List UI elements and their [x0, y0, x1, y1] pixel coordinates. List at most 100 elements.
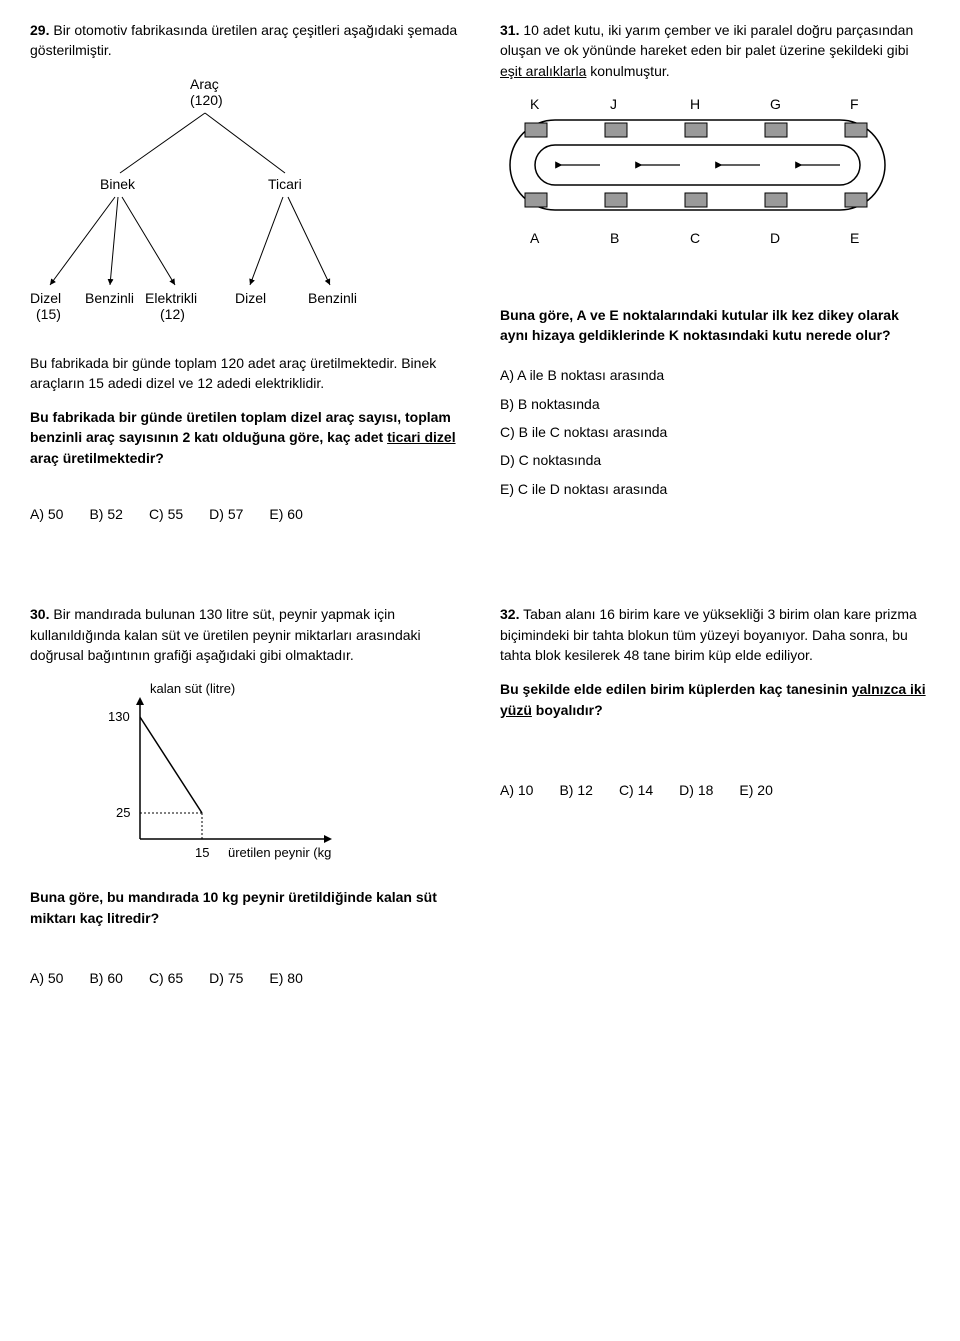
q29-intro-line: 29. Bir otomotiv fabrikasında üretilen a…: [30, 20, 460, 61]
tree-line: [120, 113, 205, 173]
q30-choices: A) 50 B) 60 C) 65 D) 75 E) 80: [30, 968, 460, 988]
q30-ylabel: kalan süt (litre): [150, 681, 235, 696]
left-column-lower: 30. Bir mandırada bulunan 130 litre süt,…: [30, 604, 460, 1038]
tree-l3-1: Benzinli: [85, 290, 134, 306]
q32-choice-a: A) 10: [500, 780, 533, 800]
q29-choice-a: A) 50: [30, 504, 63, 524]
tree-arrow: [110, 197, 118, 285]
question-29: 29. Bir otomotiv fabrikasında üretilen a…: [30, 20, 460, 524]
palette-box: [845, 193, 867, 207]
q31-intro-pre: 10 adet kutu, iki yarım çember ve iki pa…: [500, 22, 913, 58]
palette-box: [605, 123, 627, 137]
q29-tree-svg: Araç (120) Binek Ticari: [30, 75, 400, 335]
q29-choices: A) 50 B) 52 C) 55 D) 57 E) 60: [30, 504, 460, 524]
q31-intro-u: eşit aralıklarla: [500, 63, 586, 79]
q29-body: Bu fabrikada bir günde toplam 120 adet a…: [30, 353, 460, 394]
tree-l3-4: Benzinli: [308, 290, 357, 306]
q30-number: 30.: [30, 606, 49, 622]
tree-root-label: Araç: [190, 76, 219, 92]
q30-ask: Buna göre, bu mandırada 10 kg peynir üre…: [30, 887, 460, 928]
q30-choice-b: B) 60: [89, 968, 122, 988]
palette-box: [525, 193, 547, 207]
q31-top-2: H: [690, 96, 700, 112]
q31-bot-3: D: [770, 230, 780, 246]
q31-diagram: K J H G F: [500, 95, 930, 255]
q29-choice-e: E) 60: [269, 504, 302, 524]
tree-arrow: [288, 197, 330, 285]
q30-chart-svg: kalan süt (litre) 130 25 15 üretilen pey…: [100, 679, 360, 869]
q30-choice-e: E) 80: [269, 968, 302, 988]
question-30: 30. Bir mandırada bulunan 130 litre süt,…: [30, 604, 460, 988]
data-line: [140, 717, 202, 813]
left-column: 29. Bir otomotiv fabrikasında üretilen a…: [30, 20, 460, 574]
q32-ask-post: boyalıdır?: [532, 702, 603, 718]
q29-ask-post: araç üretilmektedir?: [30, 450, 164, 466]
q32-ask-pre: Bu şekilde elde edilen birim küplerden k…: [500, 681, 852, 697]
q32-choice-d: D) 18: [679, 780, 713, 800]
q31-bot-0: A: [530, 230, 540, 246]
palette-box: [525, 123, 547, 137]
columns-container: 29. Bir otomotiv fabrikasında üretilen a…: [30, 20, 930, 574]
q32-choice-e: E) 20: [739, 780, 772, 800]
lower-columns: 30. Bir mandırada bulunan 130 litre süt,…: [30, 604, 930, 1038]
tree-l3-2v: (12): [160, 306, 185, 322]
q29-choice-c: C) 55: [149, 504, 183, 524]
q32-choice-b: B) 12: [559, 780, 592, 800]
tree-arrow: [250, 197, 283, 285]
right-column-lower: 32. Taban alanı 16 birim kare ve yüksekl…: [500, 604, 930, 1038]
q31-track-svg: K J H G F: [500, 95, 900, 255]
q31-intro-line: 31. 10 adet kutu, iki yarım çember ve ik…: [500, 20, 930, 81]
q31-bot-1: B: [610, 230, 619, 246]
q32-choice-c: C) 14: [619, 780, 653, 800]
q31-bot-4: E: [850, 230, 859, 246]
q30-yt-25: 25: [116, 805, 130, 820]
q29-tree-diagram: Araç (120) Binek Ticari: [30, 75, 460, 335]
tree-root-value: (120): [190, 92, 223, 108]
q32-intro: Taban alanı 16 birim kare ve yüksekliği …: [500, 606, 917, 663]
q29-choice-b: B) 52: [89, 504, 122, 524]
q30-choice-d: D) 75: [209, 968, 243, 988]
palette-box: [845, 123, 867, 137]
q31-choice-b: B) B noktasında: [500, 394, 930, 414]
q31-choices: A) A ile B noktası arasında B) B noktası…: [500, 365, 930, 498]
palette-box: [605, 193, 627, 207]
tree-arrow: [122, 197, 175, 285]
y-axis-arrow-icon: [136, 697, 144, 705]
question-32: 32. Taban alanı 16 birim kare ve yüksekl…: [500, 604, 930, 800]
tree-l3-2: Elektrikli: [145, 290, 197, 306]
tree-l3-0v: (15): [36, 306, 61, 322]
q31-choice-d: D) C noktasında: [500, 450, 930, 470]
q31-bot-2: C: [690, 230, 700, 246]
tree-l3-0: Dizel: [30, 290, 61, 306]
q29-ask: Bu fabrikada bir günde üretilen toplam d…: [30, 407, 460, 468]
q32-number: 32.: [500, 606, 519, 622]
q31-top-1: J: [610, 96, 617, 112]
q31-top-4: F: [850, 96, 859, 112]
q32-ask: Bu şekilde elde edilen birim küplerden k…: [500, 679, 930, 720]
x-axis-arrow-icon: [324, 835, 332, 843]
right-column: 31. 10 adet kutu, iki yarım çember ve ik…: [500, 20, 930, 574]
q29-number: 29.: [30, 22, 49, 38]
q31-top-3: G: [770, 96, 781, 112]
q29-intro: Bir otomotiv fabrikasında üretilen araç …: [30, 22, 457, 58]
q30-chart: kalan süt (litre) 130 25 15 üretilen pey…: [100, 679, 460, 869]
q30-choice-c: C) 65: [149, 968, 183, 988]
q29-ask-u: ticari dizel: [387, 429, 455, 445]
tree-l2-0: Binek: [100, 176, 136, 192]
tree-l3-3: Dizel: [235, 290, 266, 306]
tree-l2-1: Ticari: [268, 176, 302, 192]
q30-xt-15: 15: [195, 845, 209, 860]
q31-choice-a: A) A ile B noktası arasında: [500, 365, 930, 385]
q32-intro-line: 32. Taban alanı 16 birim kare ve yüksekl…: [500, 604, 930, 665]
q30-xlabel: üretilen peynir (kg: [228, 845, 331, 860]
q30-intro: Bir mandırada bulunan 130 litre süt, pey…: [30, 606, 421, 663]
q31-intro-post: konulmuştur.: [586, 63, 669, 79]
palette-box: [765, 193, 787, 207]
palette-box: [685, 193, 707, 207]
palette-box: [765, 123, 787, 137]
q30-intro-line: 30. Bir mandırada bulunan 130 litre süt,…: [30, 604, 460, 665]
tree-line: [205, 113, 285, 173]
q31-choice-e: E) C ile D noktası arasında: [500, 479, 930, 499]
q29-choice-d: D) 57: [209, 504, 243, 524]
q30-yt-130: 130: [108, 709, 130, 724]
